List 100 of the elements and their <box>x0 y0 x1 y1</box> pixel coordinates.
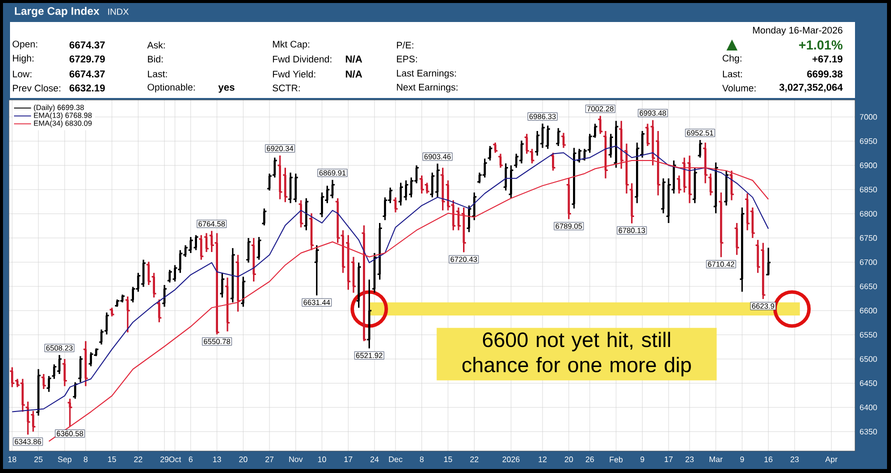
text: N/A <box>346 55 362 63</box>
candlestick <box>62 358 68 387</box>
candlestick <box>72 382 78 400</box>
candlestick <box>166 269 173 284</box>
candlestick <box>330 179 336 200</box>
candlestick <box>372 252 378 294</box>
candlestick <box>56 354 62 375</box>
candlestick <box>765 247 772 276</box>
candlestick <box>560 132 567 149</box>
candlestick <box>676 174 682 194</box>
candlestick <box>261 208 268 226</box>
candlestick <box>277 154 283 200</box>
candlestick <box>214 232 220 336</box>
text: N/A <box>346 70 362 78</box>
candlestick <box>666 178 672 224</box>
candlestick <box>82 340 89 387</box>
candlestick <box>192 234 199 251</box>
candlestick <box>219 272 226 298</box>
candlestick <box>250 237 257 282</box>
candlestick <box>723 170 730 206</box>
text: 6674.37 <box>70 41 105 49</box>
candlestick <box>30 410 36 432</box>
candlestick <box>124 296 131 334</box>
candlestick <box>108 306 115 318</box>
candlestick <box>555 127 562 147</box>
text: Volume: <box>722 84 756 92</box>
candlestick <box>708 172 714 196</box>
candlestick <box>692 167 698 204</box>
text: Fwd Yield: <box>272 70 316 78</box>
text: +1.01% <box>799 40 842 50</box>
candlestick <box>156 298 162 323</box>
candlestick <box>314 244 320 296</box>
text: Prev Close: <box>12 84 60 92</box>
candlestick <box>544 124 551 150</box>
candlestick <box>697 139 704 158</box>
candlestick <box>340 229 346 274</box>
candlestick <box>618 120 624 170</box>
candlestick <box>292 172 299 203</box>
candlestick <box>140 259 146 288</box>
text: Last Earnings: <box>396 70 456 78</box>
text: 6632.19 <box>70 84 105 92</box>
candlestick <box>172 264 178 282</box>
candlestick <box>440 167 446 212</box>
candlestick <box>319 192 325 218</box>
candlestick <box>114 298 120 308</box>
candlestick <box>9 366 16 388</box>
candlestick <box>502 162 509 192</box>
text: Ask: <box>147 42 165 48</box>
candlestick <box>51 364 58 380</box>
candlestick <box>298 199 304 228</box>
candlestick <box>613 120 620 169</box>
candlestick <box>534 130 540 156</box>
candlestick <box>550 152 556 172</box>
candlestick <box>566 178 572 220</box>
candlestick <box>256 236 262 261</box>
text: yes <box>218 85 234 93</box>
candlestick <box>492 142 498 154</box>
candlestick <box>182 244 188 258</box>
candlestick <box>754 239 761 274</box>
annotation: 6600 not yet hit, still chance for one more dip <box>462 332 691 376</box>
text: 6674.37 <box>70 70 105 78</box>
candlestick <box>392 196 398 214</box>
candlestick <box>282 167 288 203</box>
candlestick <box>366 278 372 350</box>
chart-subtitle: INDX <box>108 8 129 15</box>
candlestick <box>739 206 746 292</box>
candlestick <box>188 236 194 254</box>
candlestick <box>571 147 578 210</box>
text: 3,027,352,064 <box>779 84 843 92</box>
candlestick <box>434 162 440 198</box>
candlestick <box>20 378 26 413</box>
text: 6699.38 <box>807 70 842 78</box>
candlestick <box>487 145 493 162</box>
candlestick <box>728 170 735 201</box>
candlestick <box>288 172 294 204</box>
candlestick <box>204 232 210 253</box>
text: Optionable: <box>148 84 195 92</box>
candlestick <box>644 122 651 147</box>
candlestick <box>35 368 42 416</box>
candlestick <box>177 249 184 274</box>
candlestick <box>744 192 750 231</box>
candlestick <box>734 222 740 256</box>
candlestick <box>230 247 236 304</box>
text: Open: <box>12 40 38 50</box>
candlestick <box>508 164 514 200</box>
candlestick <box>246 237 252 264</box>
candlestick <box>634 142 640 204</box>
candlestick <box>119 294 126 304</box>
candlestick <box>660 178 666 214</box>
text: Last: <box>148 70 167 78</box>
text: Last: <box>722 70 742 78</box>
candlestick <box>398 182 404 206</box>
candlestick <box>760 242 766 300</box>
candlestick <box>466 204 472 233</box>
candlestick <box>655 130 662 196</box>
candlestick <box>224 276 230 332</box>
candlestick <box>208 230 215 253</box>
candlestick <box>240 276 246 308</box>
text: Mkt Cap: <box>272 40 310 50</box>
candlestick <box>750 206 756 239</box>
